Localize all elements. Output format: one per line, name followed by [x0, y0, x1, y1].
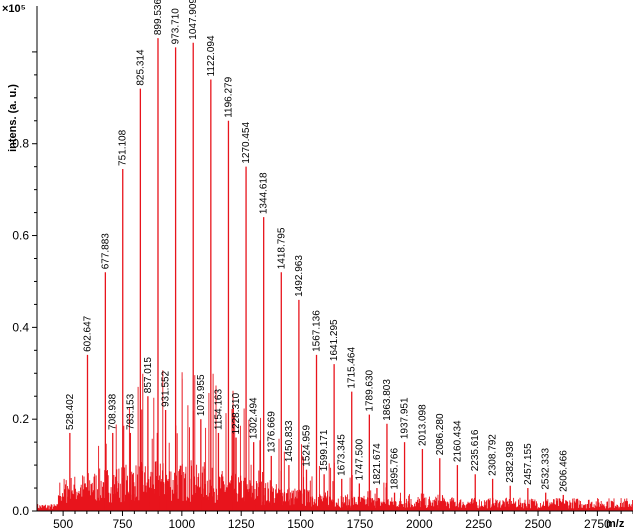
peak-label: 1418.795	[276, 227, 287, 269]
peak-label: 1747.500	[354, 438, 365, 480]
peak-label: 708.938	[108, 393, 119, 430]
x-axis-title: m/z	[606, 518, 625, 530]
peak-label: 1863.803	[382, 379, 393, 421]
peak-label: 2013.098	[417, 404, 428, 446]
peak-label: 2606.466	[558, 450, 569, 492]
peak-label: 1079.955	[196, 374, 207, 416]
y-tick-label: 0.8	[12, 137, 29, 151]
peak-label: 1895.766	[390, 447, 401, 489]
y-tick-label: 0.2	[12, 412, 29, 426]
y-multiplier: ×10⁵	[2, 3, 26, 15]
x-tick-label: 2500	[525, 517, 552, 531]
peaks-layer	[69, 38, 564, 511]
peak-label: 1228.310	[231, 392, 242, 434]
peak-label: 899.536	[153, 0, 164, 35]
y-tick-label: 0.0	[12, 504, 29, 518]
peak-label: 2160.434	[452, 420, 463, 462]
x-tick-label: 750	[112, 517, 132, 531]
peak-label: 973.710	[171, 8, 182, 45]
peak-label: 1302.494	[249, 397, 260, 439]
peak-label: 2382.938	[505, 441, 516, 483]
peak-label: 783.153	[125, 393, 136, 430]
peak-label: 1376.669	[266, 411, 277, 453]
peak-label: 528.402	[65, 393, 76, 430]
x-tick-label: 1500	[287, 517, 314, 531]
peak-label: 857.015	[143, 357, 154, 394]
y-tick-label: 0.6	[12, 229, 29, 243]
peak-label: 1641.295	[329, 319, 340, 361]
peak-label: 1196.279	[223, 76, 234, 117]
y-tick-label: 0.4	[12, 320, 29, 334]
peak-label: 677.883	[100, 233, 111, 270]
satellite-peaks	[67, 370, 570, 511]
peak-label: 1937.951	[400, 397, 411, 439]
peak-label: 751.108	[118, 129, 129, 166]
peak-label: 1344.618	[259, 172, 270, 214]
x-tick-label: 500	[53, 517, 73, 531]
x-tick-label: 2250	[465, 517, 492, 531]
y-ticks: 0.0 0.2 0.4 0.6 0.8	[12, 51, 37, 518]
x-tick-label: 1750	[347, 517, 374, 531]
x-tick-label: 1250	[228, 517, 255, 531]
axes: 500 750 1000 1250 1500 1750 2000 2250 2500 2750 0…	[12, 6, 633, 531]
peak-label: 825.314	[135, 49, 146, 86]
peak-label: 602.647	[82, 315, 93, 352]
peak-label: 2086.280	[435, 413, 446, 455]
peak-label: 1673.345	[337, 434, 348, 476]
peak-label: 1270.454	[241, 122, 252, 164]
peak-labels-layer: 528.402 602.647 677.883 708.938 751.108 783.1…	[65, 0, 569, 492]
peak-label: 2308.792	[488, 434, 499, 476]
x-ticks: 500 750 1000 1250 1500 1750 2000 2250 2500 2750	[50, 511, 633, 531]
peak-label: 1821.674	[372, 443, 383, 485]
peak-label: 1154.163	[213, 389, 224, 430]
peak-label: 2532.333	[541, 447, 552, 489]
peak-label: 1450.833	[284, 420, 295, 462]
peak-label: 2457.155	[523, 443, 534, 485]
peak-label: 1789.630	[364, 369, 375, 411]
peak-label: 1492.963	[294, 255, 305, 297]
peak-label: 931.552	[161, 370, 172, 407]
peak-label: 1047.909	[188, 0, 199, 40]
peak-label: 1567.136	[312, 310, 323, 352]
peak-label: 1122.094	[206, 35, 217, 76]
peak-label: 1599.171	[319, 429, 330, 471]
x-tick-label: 1000	[168, 517, 195, 531]
x-tick-label: 2750	[584, 517, 611, 531]
plot-area: 528.402 602.647 677.883 708.938 751.108 783.1…	[36, 0, 633, 511]
peak-label: 1524.959	[301, 425, 312, 467]
x-tick-label: 2000	[406, 517, 433, 531]
peak-label: 2235.616	[470, 429, 481, 471]
peak-label: 1715.464	[347, 346, 358, 388]
y-axis-title: intens. (a. u.)	[7, 84, 19, 152]
